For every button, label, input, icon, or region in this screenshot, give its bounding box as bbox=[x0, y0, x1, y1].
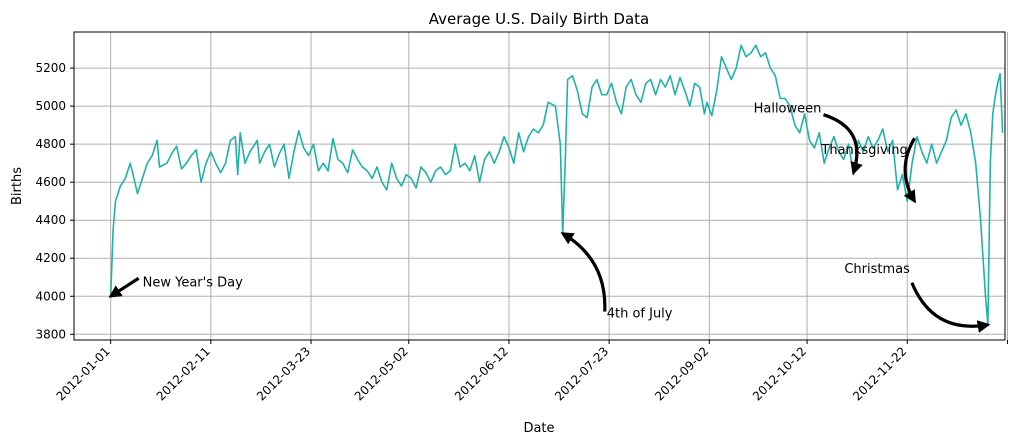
series-line bbox=[109, 44, 1004, 326]
y-tick-label: 3800 bbox=[35, 327, 66, 341]
annotation-label: 4th of July bbox=[607, 307, 673, 322]
x-tick-label: 2012-06-12 bbox=[452, 344, 511, 403]
y-tick-label: 4400 bbox=[35, 213, 66, 227]
annotation-label: Christmas bbox=[844, 262, 910, 277]
annotation-label: Halloween bbox=[754, 102, 822, 117]
y-tick-label: 5000 bbox=[35, 99, 66, 113]
y-tick-label: 5200 bbox=[35, 61, 66, 75]
x-tick-label: 2012-01-01 bbox=[54, 344, 113, 403]
annotation-arrow bbox=[108, 276, 140, 298]
x-tick-label: 2012-09-02 bbox=[652, 344, 711, 403]
annotation-label: New Year's Day bbox=[143, 275, 243, 290]
y-tick-label: 4600 bbox=[35, 175, 66, 189]
x-axis-label: Date bbox=[523, 421, 554, 436]
plot-frame bbox=[73, 31, 1006, 341]
x-tick-label: 2012-05-02 bbox=[352, 344, 411, 403]
x-tick-label: 2012-03-23 bbox=[254, 344, 313, 403]
y-axis-label: Births bbox=[10, 167, 25, 205]
annotation-arrow bbox=[910, 282, 991, 333]
grid-lines bbox=[74, 32, 1008, 340]
x-tick-label: 2012-11-22 bbox=[850, 344, 909, 403]
tick-layer: 3800 4000 4200 4400 4600 4800 5000 5200 2012-01-… bbox=[35, 61, 1008, 403]
y-tick-label: 4000 bbox=[35, 289, 66, 303]
chart-title: Average U.S. Daily Birth Data bbox=[429, 10, 650, 28]
annotation-arrow bbox=[560, 232, 607, 312]
annotation-arrow bbox=[823, 113, 863, 176]
y-tick-label: 4800 bbox=[35, 137, 66, 151]
x-tick-label: 2012-10-12 bbox=[750, 344, 809, 403]
annotation-arrow bbox=[903, 137, 916, 204]
x-tick-label: 2012-07-23 bbox=[552, 344, 611, 403]
line-layer bbox=[109, 44, 1004, 326]
annotation-label: Thanksgiving bbox=[820, 143, 907, 158]
x-tick-label: 2012-02-11 bbox=[154, 344, 213, 403]
annotation-layer: New Year's Day 4th of July Halloween Thanks… bbox=[108, 102, 991, 333]
y-tick-label: 4200 bbox=[35, 251, 66, 265]
